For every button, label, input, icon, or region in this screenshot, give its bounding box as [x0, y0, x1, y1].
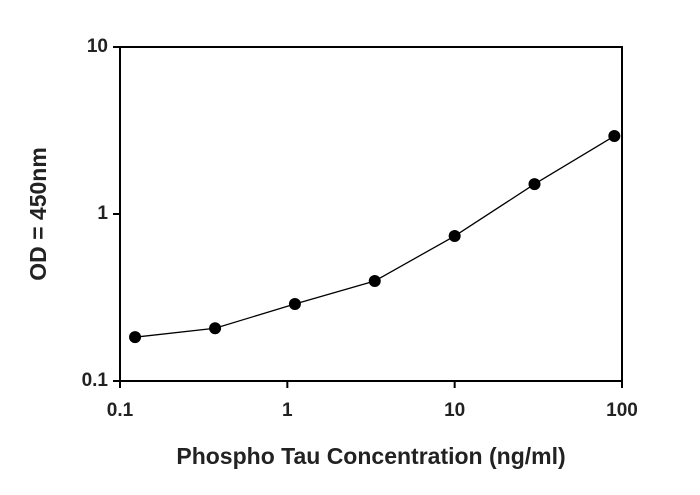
y-axis-label: OD = 450nm: [25, 147, 51, 281]
data-point: [528, 178, 541, 191]
data-point: [368, 275, 381, 288]
x-tick-label: 10: [444, 400, 465, 421]
y-tick-label: 10: [87, 36, 108, 57]
data-point: [608, 130, 621, 143]
x-axis-label: Phospho Tau Concentration (ng/ml): [176, 443, 565, 469]
data-point: [129, 331, 142, 344]
data-line: [134, 135, 615, 338]
data-point: [448, 230, 461, 243]
x-tick-label: 1: [282, 400, 293, 421]
x-tick-label: 0.1: [107, 400, 134, 421]
data-point: [288, 298, 301, 311]
y-tick-label: 1: [97, 203, 108, 224]
data-point: [209, 322, 222, 335]
x-tick-label: 100: [606, 400, 638, 421]
y-tick-label: 0.1: [82, 370, 109, 391]
